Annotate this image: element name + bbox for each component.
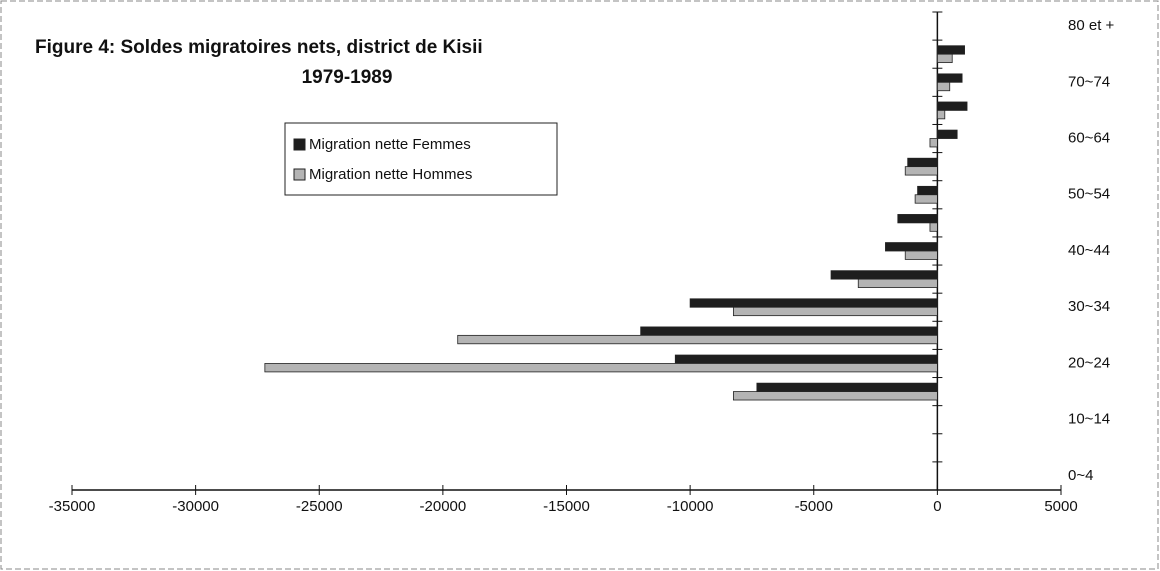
bar	[732, 306, 938, 317]
y-tick-label: 30~34	[1068, 298, 1110, 315]
bar	[897, 214, 938, 224]
y-tick-label: 10~14	[1068, 411, 1110, 428]
bar	[936, 101, 968, 111]
x-tick-label: 0	[933, 498, 941, 515]
bar	[857, 278, 938, 288]
bar	[674, 354, 938, 364]
y-tick-label: 50~54	[1068, 186, 1110, 203]
bar	[457, 334, 938, 345]
legend-label: Migration nette Femmes	[309, 136, 471, 153]
y-tick-label: 40~44	[1068, 242, 1110, 259]
bar	[830, 270, 938, 280]
y-tick-label: 80 et +	[1068, 17, 1115, 34]
legend-swatch	[293, 138, 306, 151]
bar	[904, 250, 938, 260]
x-tick-label: -10000	[667, 498, 714, 515]
bar	[640, 326, 938, 336]
x-tick-label: -20000	[420, 498, 467, 515]
bar	[929, 138, 938, 148]
bar	[264, 363, 938, 373]
y-tick-label: 0~4	[1068, 467, 1093, 484]
bar	[929, 222, 938, 232]
bar	[917, 185, 938, 196]
bar	[756, 382, 938, 392]
bar	[936, 73, 963, 83]
bar	[936, 45, 965, 55]
chart-subtitle: 1979-1989	[302, 67, 393, 88]
y-tick-label: 70~74	[1068, 73, 1110, 90]
x-tick-label: -30000	[172, 498, 219, 515]
bar	[914, 194, 938, 204]
bar	[936, 129, 958, 139]
bar	[936, 53, 953, 64]
bar	[936, 81, 951, 92]
bar	[732, 391, 938, 401]
bar	[885, 242, 938, 252]
y-tick-label: 20~24	[1068, 354, 1110, 371]
chart-title: Figure 4: Soldes migratoires nets, distr…	[35, 37, 483, 58]
legend-label: Migration nette Hommes	[309, 166, 472, 183]
legend-box	[284, 122, 558, 196]
bar	[689, 298, 938, 308]
legend-swatch	[293, 168, 306, 181]
x-tick-label: -5000	[795, 498, 833, 515]
x-tick-label: -25000	[296, 498, 343, 515]
bar	[907, 157, 938, 168]
x-tick-label: -15000	[543, 498, 590, 515]
bar	[936, 110, 946, 120]
bar	[904, 166, 938, 176]
x-tick-label: 5000	[1044, 498, 1077, 515]
x-tick-label: -35000	[49, 498, 96, 515]
y-tick-label: 60~64	[1068, 129, 1110, 146]
